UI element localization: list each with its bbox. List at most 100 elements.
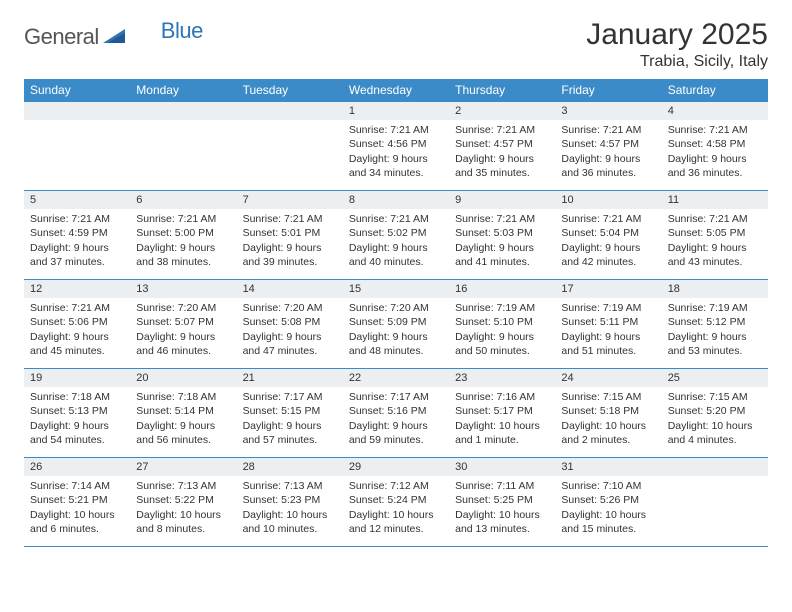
calendar-cell: 24Sunrise: 7:15 AMSunset: 5:18 PMDayligh… [555, 369, 661, 458]
weekday-header: Monday [130, 79, 236, 102]
day-number-empty [130, 102, 236, 120]
day-details: Sunrise: 7:21 AMSunset: 4:58 PMDaylight:… [662, 120, 768, 186]
day-number: 16 [449, 280, 555, 298]
day-number: 27 [130, 458, 236, 476]
day-details: Sunrise: 7:21 AMSunset: 5:00 PMDaylight:… [130, 209, 236, 275]
day-details: Sunrise: 7:11 AMSunset: 5:25 PMDaylight:… [449, 476, 555, 542]
day-number: 12 [24, 280, 130, 298]
calendar-cell: 11Sunrise: 7:21 AMSunset: 5:05 PMDayligh… [662, 191, 768, 280]
day-number: 28 [237, 458, 343, 476]
weekday-header: Tuesday [237, 79, 343, 102]
calendar-cell: 13Sunrise: 7:20 AMSunset: 5:07 PMDayligh… [130, 280, 236, 369]
calendar-cell: 7Sunrise: 7:21 AMSunset: 5:01 PMDaylight… [237, 191, 343, 280]
calendar-week-row: 1Sunrise: 7:21 AMSunset: 4:56 PMDaylight… [24, 102, 768, 191]
day-details: Sunrise: 7:17 AMSunset: 5:16 PMDaylight:… [343, 387, 449, 453]
day-number: 3 [555, 102, 661, 120]
brand-logo: General Blue [24, 18, 203, 50]
day-details: Sunrise: 7:17 AMSunset: 5:15 PMDaylight:… [237, 387, 343, 453]
calendar-cell: 19Sunrise: 7:18 AMSunset: 5:13 PMDayligh… [24, 369, 130, 458]
brand-triangle-icon [103, 27, 125, 48]
day-details: Sunrise: 7:18 AMSunset: 5:14 PMDaylight:… [130, 387, 236, 453]
day-number: 18 [662, 280, 768, 298]
weekday-header: Saturday [662, 79, 768, 102]
calendar-page: General Blue January 2025 Trabia, Sicily… [0, 0, 792, 612]
day-number-empty [24, 102, 130, 120]
calendar-cell: 15Sunrise: 7:20 AMSunset: 5:09 PMDayligh… [343, 280, 449, 369]
day-details: Sunrise: 7:20 AMSunset: 5:08 PMDaylight:… [237, 298, 343, 364]
day-number: 31 [555, 458, 661, 476]
day-details: Sunrise: 7:21 AMSunset: 5:03 PMDaylight:… [449, 209, 555, 275]
calendar-cell: 29Sunrise: 7:12 AMSunset: 5:24 PMDayligh… [343, 458, 449, 547]
day-details: Sunrise: 7:21 AMSunset: 4:56 PMDaylight:… [343, 120, 449, 186]
day-details: Sunrise: 7:16 AMSunset: 5:17 PMDaylight:… [449, 387, 555, 453]
day-number: 2 [449, 102, 555, 120]
calendar-cell: 30Sunrise: 7:11 AMSunset: 5:25 PMDayligh… [449, 458, 555, 547]
day-number: 24 [555, 369, 661, 387]
calendar-cell: 2Sunrise: 7:21 AMSunset: 4:57 PMDaylight… [449, 102, 555, 191]
day-number-empty [662, 458, 768, 476]
calendar-cell: 23Sunrise: 7:16 AMSunset: 5:17 PMDayligh… [449, 369, 555, 458]
day-details: Sunrise: 7:21 AMSunset: 5:04 PMDaylight:… [555, 209, 661, 275]
day-details: Sunrise: 7:19 AMSunset: 5:11 PMDaylight:… [555, 298, 661, 364]
calendar-cell: 26Sunrise: 7:14 AMSunset: 5:21 PMDayligh… [24, 458, 130, 547]
calendar-week-row: 19Sunrise: 7:18 AMSunset: 5:13 PMDayligh… [24, 369, 768, 458]
calendar-cell: 4Sunrise: 7:21 AMSunset: 4:58 PMDaylight… [662, 102, 768, 191]
day-details: Sunrise: 7:18 AMSunset: 5:13 PMDaylight:… [24, 387, 130, 453]
day-number: 22 [343, 369, 449, 387]
day-number: 11 [662, 191, 768, 209]
day-details: Sunrise: 7:21 AMSunset: 5:05 PMDaylight:… [662, 209, 768, 275]
day-number: 9 [449, 191, 555, 209]
weekday-header: Wednesday [343, 79, 449, 102]
day-details: Sunrise: 7:13 AMSunset: 5:23 PMDaylight:… [237, 476, 343, 542]
header: General Blue January 2025 Trabia, Sicily… [24, 18, 768, 71]
month-title: January 2025 [586, 18, 768, 51]
day-number: 7 [237, 191, 343, 209]
day-details: Sunrise: 7:20 AMSunset: 5:07 PMDaylight:… [130, 298, 236, 364]
day-details: Sunrise: 7:21 AMSunset: 4:59 PMDaylight:… [24, 209, 130, 275]
calendar-cell [130, 102, 236, 191]
day-details: Sunrise: 7:15 AMSunset: 5:20 PMDaylight:… [662, 387, 768, 453]
day-number: 30 [449, 458, 555, 476]
brand-part2: Blue [161, 18, 203, 44]
day-number: 25 [662, 369, 768, 387]
day-number-empty [237, 102, 343, 120]
day-number: 26 [24, 458, 130, 476]
calendar-cell [237, 102, 343, 191]
calendar-cell: 18Sunrise: 7:19 AMSunset: 5:12 PMDayligh… [662, 280, 768, 369]
calendar-cell: 25Sunrise: 7:15 AMSunset: 5:20 PMDayligh… [662, 369, 768, 458]
day-number: 20 [130, 369, 236, 387]
calendar-cell: 28Sunrise: 7:13 AMSunset: 5:23 PMDayligh… [237, 458, 343, 547]
day-number: 6 [130, 191, 236, 209]
day-number: 19 [24, 369, 130, 387]
day-number: 13 [130, 280, 236, 298]
calendar-cell: 27Sunrise: 7:13 AMSunset: 5:22 PMDayligh… [130, 458, 236, 547]
calendar-table: SundayMondayTuesdayWednesdayThursdayFrid… [24, 79, 768, 547]
calendar-week-row: 5Sunrise: 7:21 AMSunset: 4:59 PMDaylight… [24, 191, 768, 280]
calendar-week-row: 26Sunrise: 7:14 AMSunset: 5:21 PMDayligh… [24, 458, 768, 547]
day-details: Sunrise: 7:20 AMSunset: 5:09 PMDaylight:… [343, 298, 449, 364]
calendar-week-row: 12Sunrise: 7:21 AMSunset: 5:06 PMDayligh… [24, 280, 768, 369]
day-number: 17 [555, 280, 661, 298]
day-number: 15 [343, 280, 449, 298]
day-details: Sunrise: 7:14 AMSunset: 5:21 PMDaylight:… [24, 476, 130, 542]
calendar-cell: 22Sunrise: 7:17 AMSunset: 5:16 PMDayligh… [343, 369, 449, 458]
location: Trabia, Sicily, Italy [586, 53, 768, 71]
brand-part1: General [24, 24, 99, 50]
calendar-cell: 6Sunrise: 7:21 AMSunset: 5:00 PMDaylight… [130, 191, 236, 280]
calendar-cell: 8Sunrise: 7:21 AMSunset: 5:02 PMDaylight… [343, 191, 449, 280]
day-number: 4 [662, 102, 768, 120]
calendar-cell [24, 102, 130, 191]
calendar-cell: 20Sunrise: 7:18 AMSunset: 5:14 PMDayligh… [130, 369, 236, 458]
day-number: 21 [237, 369, 343, 387]
calendar-cell: 5Sunrise: 7:21 AMSunset: 4:59 PMDaylight… [24, 191, 130, 280]
day-details: Sunrise: 7:13 AMSunset: 5:22 PMDaylight:… [130, 476, 236, 542]
day-number: 14 [237, 280, 343, 298]
day-details: Sunrise: 7:21 AMSunset: 5:06 PMDaylight:… [24, 298, 130, 364]
day-details: Sunrise: 7:15 AMSunset: 5:18 PMDaylight:… [555, 387, 661, 453]
day-details: Sunrise: 7:21 AMSunset: 4:57 PMDaylight:… [555, 120, 661, 186]
calendar-cell: 10Sunrise: 7:21 AMSunset: 5:04 PMDayligh… [555, 191, 661, 280]
day-number: 1 [343, 102, 449, 120]
calendar-cell: 14Sunrise: 7:20 AMSunset: 5:08 PMDayligh… [237, 280, 343, 369]
day-number: 23 [449, 369, 555, 387]
calendar-cell: 31Sunrise: 7:10 AMSunset: 5:26 PMDayligh… [555, 458, 661, 547]
